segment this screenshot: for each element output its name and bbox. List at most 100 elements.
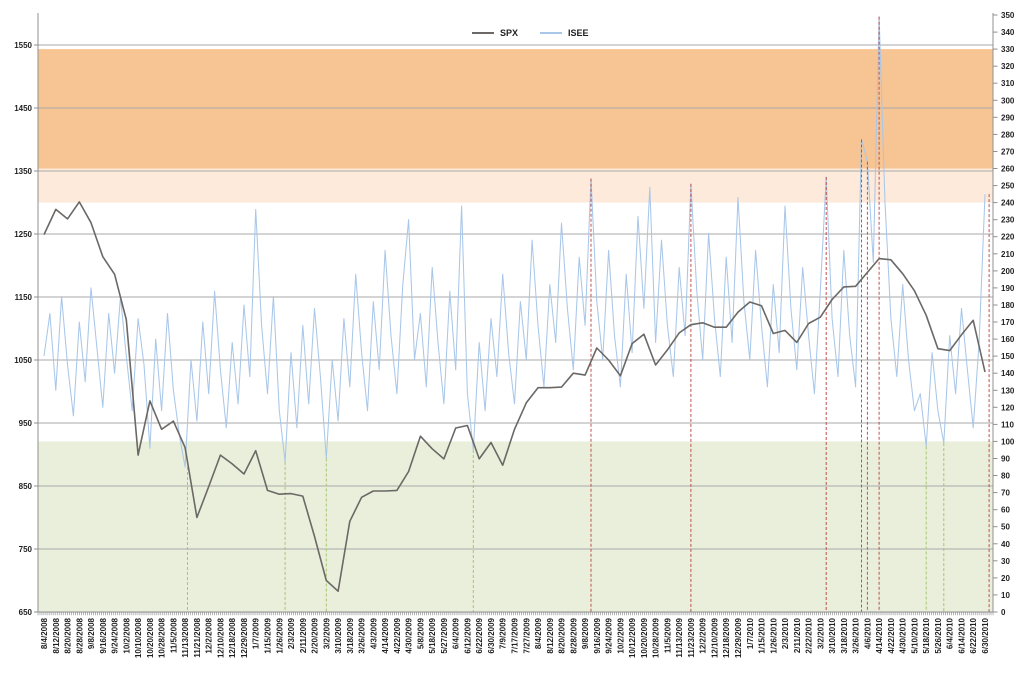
x-tick-label: 11/21/2008 <box>193 617 202 657</box>
y-left-axis-labels: 650 750 850 950 1050 1150 1250 1350 1450 1550 <box>14 41 38 617</box>
x-tick-label: 5/8/2009 <box>416 617 425 649</box>
y-right-tick-label: 60 <box>1001 506 1010 515</box>
x-tick-label: 5/26/2010 <box>934 617 943 653</box>
x-tick-label: 8/28/2009 <box>569 617 578 653</box>
y-right-tick-label: 220 <box>1001 233 1015 242</box>
x-tick-label: 3/2/2009 <box>322 617 331 649</box>
y-right-tick-label: 240 <box>1001 199 1015 208</box>
x-tick-label: 3/26/2009 <box>358 617 367 653</box>
axes <box>37 13 994 616</box>
y-right-tick-label: 120 <box>1001 403 1015 412</box>
series-spx-line <box>43 201 986 593</box>
x-tick-label: 3/2/2010 <box>816 617 825 649</box>
x-tick-label: 3/26/2010 <box>852 617 861 653</box>
y-right-tick-label: 80 <box>1001 472 1010 481</box>
x-tick-label: 1/7/2010 <box>746 617 755 649</box>
x-tick-label: 12/10/2009 <box>711 617 720 658</box>
x-tick-label: 2/3/2009 <box>287 617 296 649</box>
y-right-tick-label: 310 <box>1001 79 1015 88</box>
x-tick-label: 1/26/2009 <box>275 617 284 653</box>
x-tick-label: 8/28/2008 <box>75 617 84 653</box>
x-tick-label: 6/30/2010 <box>981 617 990 653</box>
x-tick-label: 4/14/2010 <box>875 617 884 653</box>
y-right-tick-label: 170 <box>1001 318 1015 327</box>
y-right-tick-label: 20 <box>1001 574 1010 583</box>
x-tick-label: 9/8/2009 <box>581 617 590 649</box>
x-tick-label: 12/18/2008 <box>228 617 237 658</box>
band-isee-elevated-zone <box>38 168 993 203</box>
x-tick-label: 4/30/2009 <box>405 617 414 653</box>
x-tick-label: 1/7/2009 <box>252 617 261 649</box>
x-tick-label: 8/20/2008 <box>64 617 73 653</box>
x-tick-label: 2/11/2009 <box>299 617 308 653</box>
y-left-tick-label: 1550 <box>14 41 32 50</box>
x-tick-label: 11/5/2008 <box>169 617 178 653</box>
x-tick-label: 6/14/2010 <box>958 617 967 653</box>
x-tick-label: 8/20/2009 <box>558 617 567 653</box>
x-axis-minor-ticks <box>37 612 994 616</box>
x-tick-label: 12/29/2008 <box>240 617 249 658</box>
x-tick-label: 4/6/2010 <box>863 617 872 649</box>
y-right-tick-label: 0 <box>1001 608 1006 617</box>
x-tick-label: 10/10/2008 <box>134 617 143 658</box>
x-tick-label: 11/5/2009 <box>663 617 672 653</box>
band-isee-high-zone <box>38 49 993 169</box>
x-tick-label: 12/2/2008 <box>205 617 214 653</box>
x-tick-label: 10/28/2008 <box>158 617 167 658</box>
y-right-tick-label: 90 <box>1001 455 1010 464</box>
legend-label-spx: SPX <box>500 28 519 38</box>
x-tick-label: 8/12/2008 <box>52 617 61 653</box>
x-tick-label: 4/3/2009 <box>369 617 378 649</box>
y-right-tick-label: 250 <box>1001 182 1015 191</box>
x-tick-label: 5/18/2009 <box>428 617 437 653</box>
y-right-tick-label: 270 <box>1001 148 1015 157</box>
x-tick-label: 2/11/2010 <box>793 617 802 653</box>
y-right-tick-label: 110 <box>1001 420 1014 429</box>
x-tick-label: 5/10/2010 <box>910 617 919 653</box>
x-tick-label: 4/22/2009 <box>393 617 402 653</box>
y-right-tick-label: 260 <box>1001 165 1015 174</box>
x-tick-label: 5/18/2010 <box>922 617 931 653</box>
x-tick-label: 10/2/2009 <box>616 617 625 653</box>
x-tick-label: 9/16/2008 <box>99 617 108 653</box>
isee-line-swatch <box>540 32 563 34</box>
y-right-tick-label: 30 <box>1001 557 1010 566</box>
x-tick-label: 10/20/2008 <box>146 617 155 658</box>
y-left-tick-label: 1150 <box>15 293 33 302</box>
y-right-tick-label: 40 <box>1001 540 1010 549</box>
x-tick-label: 10/2/2008 <box>122 617 131 653</box>
y-right-axis-labels: 0 10 20 30 40 50 60 70 80 90 100 110 120 130 140 150 160… <box>993 11 1015 617</box>
x-tick-label: 10/20/2009 <box>640 617 649 658</box>
x-tick-label: 6/4/2010 <box>946 617 955 649</box>
x-tick-label: 8/4/2009 <box>534 617 543 649</box>
y-right-tick-label: 200 <box>1001 267 1015 276</box>
y-right-tick-label: 70 <box>1001 489 1010 498</box>
x-tick-label: 12/18/2009 <box>722 617 731 658</box>
y-right-tick-label: 230 <box>1001 216 1015 225</box>
y-right-tick-label: 210 <box>1001 250 1015 259</box>
y-right-tick-label: 10 <box>1001 591 1010 600</box>
x-tick-label: 1/15/2010 <box>758 617 767 653</box>
x-tick-label: 11/23/2009 <box>687 617 696 657</box>
event-lines <box>187 16 990 612</box>
x-tick-label: 12/29/2009 <box>734 617 743 658</box>
y-left-tick-label: 750 <box>19 545 33 554</box>
x-tick-label: 9/24/2009 <box>605 617 614 653</box>
legend-item-spx: SPX <box>472 28 518 38</box>
x-tick-label: 6/30/2009 <box>487 617 496 653</box>
x-tick-label: 6/22/2009 <box>475 617 484 653</box>
x-tick-label: 6/12/2009 <box>463 617 472 653</box>
y-right-tick-label: 190 <box>1001 284 1015 293</box>
x-tick-label: 9/8/2008 <box>87 617 96 649</box>
band-isee-low-zone <box>38 441 993 612</box>
x-tick-label: 4/14/2009 <box>381 617 390 653</box>
spx-line-swatch <box>472 32 494 34</box>
y-left-tick-label: 1250 <box>14 230 32 239</box>
x-tick-label: 6/4/2009 <box>452 617 461 649</box>
threshold-bands <box>38 49 993 612</box>
x-tick-label: 2/3/2010 <box>781 617 790 649</box>
x-tick-label: 7/17/2009 <box>511 617 520 653</box>
y-right-tick-label: 280 <box>1001 130 1015 139</box>
